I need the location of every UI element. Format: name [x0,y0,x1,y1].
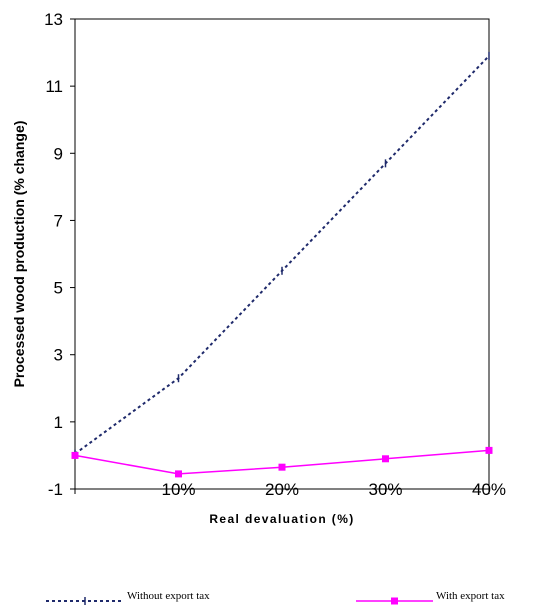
data-point-with-export-tax [71,451,79,459]
y-tick-label: -1 [48,480,63,499]
legend-marker-with-export-tax [391,597,398,605]
y-tick-label: 3 [54,346,63,365]
y-tick-label: 11 [45,77,63,96]
x-tick-label: 40% [472,480,506,499]
legend-item-without-export-tax: Without export tax [46,590,210,605]
y-axis-title: Processed wood production (% change) [11,121,27,388]
x-axis-title: Real devaluation (%) [209,512,354,526]
legend: Without export tax With export tax [46,590,505,605]
data-point-with-export-tax [175,470,182,478]
data-point-with-export-tax [485,446,493,454]
data-point-with-export-tax [278,463,286,471]
legend-label-without-export-tax: Without export tax [127,590,210,602]
x-tick-label: 10% [161,480,195,499]
y-tick-label: 9 [54,144,63,163]
series-line-without-export-tax [74,55,490,455]
series-layer [71,51,493,478]
x-tick-label: 30% [368,480,402,499]
y-tick-label: 1 [54,413,63,432]
x-axis-ticks: 10% 20% 30% 40% [74,480,506,499]
y-tick-label: 5 [54,279,63,298]
legend-label-with-export-tax: With export tax [436,590,505,602]
x-tick-label: 20% [265,480,299,499]
legend-item-with-export-tax: With export tax [356,590,505,605]
y-tick-label: 13 [44,10,63,29]
data-point-with-export-tax [382,455,389,463]
y-tick-label: 7 [54,211,63,230]
plot-area-frame [74,18,490,490]
